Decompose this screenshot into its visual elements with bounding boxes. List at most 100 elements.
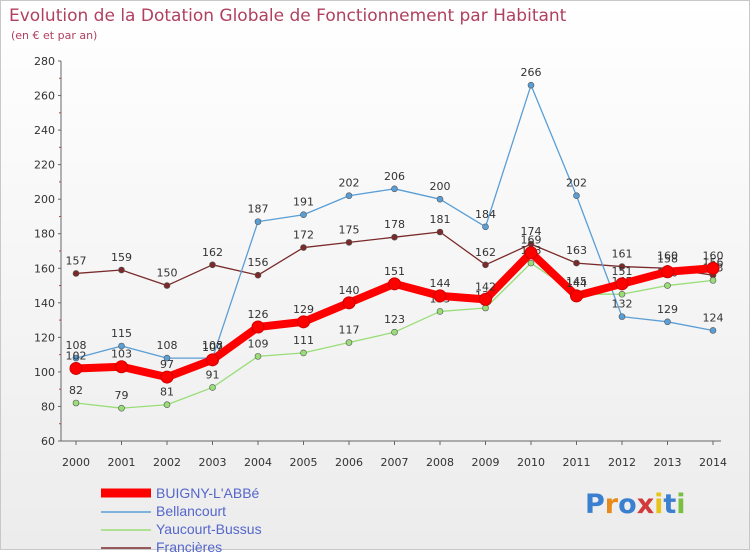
data-label-bellancourt: 200 bbox=[430, 180, 451, 193]
data-label-bellancourt: 129 bbox=[657, 303, 678, 316]
data-point-buigny-l-abb- bbox=[297, 315, 310, 329]
data-label-buigny-l-abb-: 107 bbox=[202, 341, 223, 354]
data-point-franci-res bbox=[436, 228, 444, 236]
data-label-yaucourt-bussus: 145 bbox=[566, 275, 587, 288]
data-label-buigny-l-abb-: 144 bbox=[566, 277, 587, 290]
data-label-bellancourt: 132 bbox=[612, 298, 633, 311]
data-point-buigny-l-abb- bbox=[706, 261, 720, 275]
logo-letter: i bbox=[654, 489, 664, 520]
x-tick-label: 2008 bbox=[426, 456, 454, 469]
data-point-franci-res bbox=[482, 261, 489, 269]
y-tick-label: 280 bbox=[34, 55, 55, 68]
x-tick-label: 2000 bbox=[62, 456, 90, 469]
data-point-franci-res bbox=[163, 282, 171, 289]
data-point-buigny-l-abb- bbox=[479, 292, 492, 306]
y-tick-label: 220 bbox=[34, 159, 55, 172]
data-label-bellancourt: 108 bbox=[66, 339, 87, 352]
data-point-yaucourt-bussus bbox=[664, 282, 671, 289]
data-point-bellancourt bbox=[254, 218, 262, 225]
data-label-bellancourt: 187 bbox=[248, 203, 269, 216]
data-point-buigny-l-abb- bbox=[524, 246, 538, 260]
data-point-bellancourt bbox=[527, 81, 535, 89]
data-label-bellancourt: 108 bbox=[202, 339, 223, 352]
data-label-bellancourt: 266 bbox=[521, 66, 542, 79]
data-point-franci-res bbox=[254, 271, 262, 279]
chart-title: Evolution de la Dotation Globale de Fonc… bbox=[9, 6, 567, 26]
data-label-franci-res: 178 bbox=[384, 218, 405, 231]
data-label-buigny-l-abb-: 169 bbox=[521, 234, 542, 247]
data-point-franci-res bbox=[118, 266, 125, 274]
data-point-franci-res bbox=[618, 263, 626, 270]
x-tick-label: 2006 bbox=[335, 456, 363, 469]
data-point-bellancourt bbox=[391, 185, 398, 193]
data-point-buigny-l-abb- bbox=[661, 265, 674, 279]
data-label-franci-res: 161 bbox=[612, 248, 633, 261]
legend-label-buigny: BUIGNY-L'ABBé bbox=[156, 485, 260, 501]
data-label-bellancourt: 115 bbox=[111, 327, 132, 340]
data-label-yaucourt-bussus: 109 bbox=[248, 337, 269, 350]
data-point-buigny-l-abb- bbox=[615, 277, 629, 291]
data-label-franci-res: 156 bbox=[248, 256, 269, 269]
data-point-buigny-l-abb- bbox=[342, 296, 356, 310]
data-point-yaucourt-bussus bbox=[482, 304, 489, 312]
data-point-bellancourt bbox=[573, 192, 580, 200]
data-point-yaucourt-bussus bbox=[118, 404, 125, 412]
data-label-yaucourt-bussus: 79 bbox=[115, 389, 129, 402]
logo-letter: x bbox=[636, 489, 655, 520]
data-label-franci-res: 162 bbox=[475, 246, 496, 259]
data-label-bellancourt: 202 bbox=[339, 177, 360, 190]
data-label-buigny-l-abb-: 151 bbox=[384, 265, 405, 278]
y-tick-label: 160 bbox=[34, 262, 55, 275]
data-point-yaucourt-bussus bbox=[209, 384, 216, 391]
data-point-bellancourt bbox=[709, 327, 717, 334]
data-point-bellancourt bbox=[72, 354, 80, 362]
data-label-buigny-l-abb-: 126 bbox=[248, 308, 269, 321]
data-label-franci-res: 150 bbox=[157, 267, 178, 280]
data-point-yaucourt-bussus bbox=[254, 353, 262, 360]
data-label-yaucourt-bussus: 111 bbox=[293, 334, 314, 347]
y-tick-label: 140 bbox=[34, 297, 55, 310]
data-point-yaucourt-bussus bbox=[391, 328, 398, 336]
data-label-bellancourt: 206 bbox=[384, 170, 405, 183]
data-point-bellancourt bbox=[618, 313, 626, 320]
data-label-franci-res: 172 bbox=[293, 229, 314, 242]
legend-swatch-buigny bbox=[101, 488, 151, 498]
legend-label-francieres: Francières bbox=[156, 539, 223, 555]
x-tick-label: 2014 bbox=[699, 456, 727, 469]
data-point-bellancourt bbox=[300, 211, 307, 219]
y-tick-label: 120 bbox=[34, 331, 55, 344]
logo-letter: i bbox=[676, 489, 686, 520]
data-label-buigny-l-abb-: 140 bbox=[339, 284, 360, 297]
data-point-franci-res bbox=[345, 239, 353, 246]
y-tick-label: 180 bbox=[34, 228, 55, 241]
legend-label-bellancourt: Bellancourt bbox=[156, 503, 227, 519]
data-point-franci-res bbox=[209, 261, 216, 269]
y-tick-label: 100 bbox=[34, 366, 55, 379]
x-tick-label: 2013 bbox=[654, 456, 682, 469]
data-point-franci-res bbox=[391, 233, 398, 241]
legend-swatch-francieres bbox=[101, 547, 151, 549]
data-point-yaucourt-bussus bbox=[436, 308, 444, 315]
data-label-buigny-l-abb-: 158 bbox=[657, 253, 678, 266]
data-label-yaucourt-bussus: 123 bbox=[384, 313, 405, 326]
legend-item-francieres: Francières bbox=[101, 538, 361, 556]
data-label-buigny-l-abb-: 97 bbox=[160, 358, 174, 371]
legend-swatch-yaucourt bbox=[101, 529, 151, 531]
data-point-buigny-l-abb- bbox=[206, 353, 219, 367]
legend-item-bellancourt: Bellancourt bbox=[101, 502, 361, 520]
data-point-buigny-l-abb- bbox=[388, 277, 401, 291]
data-label-buigny-l-abb-: 142 bbox=[475, 280, 496, 293]
data-point-bellancourt bbox=[664, 318, 671, 326]
data-point-yaucourt-bussus bbox=[709, 277, 717, 284]
data-label-franci-res: 163 bbox=[566, 244, 587, 257]
x-tick-label: 2001 bbox=[108, 456, 136, 469]
data-label-yaucourt-bussus: 82 bbox=[69, 384, 83, 397]
data-point-buigny-l-abb- bbox=[160, 370, 174, 384]
data-point-bellancourt bbox=[163, 354, 171, 362]
legend-item-yaucourt: Yaucourt-Bussus bbox=[101, 520, 361, 538]
x-tick-label: 2010 bbox=[517, 456, 545, 469]
data-label-bellancourt: 191 bbox=[293, 196, 314, 209]
data-point-bellancourt bbox=[482, 223, 489, 231]
